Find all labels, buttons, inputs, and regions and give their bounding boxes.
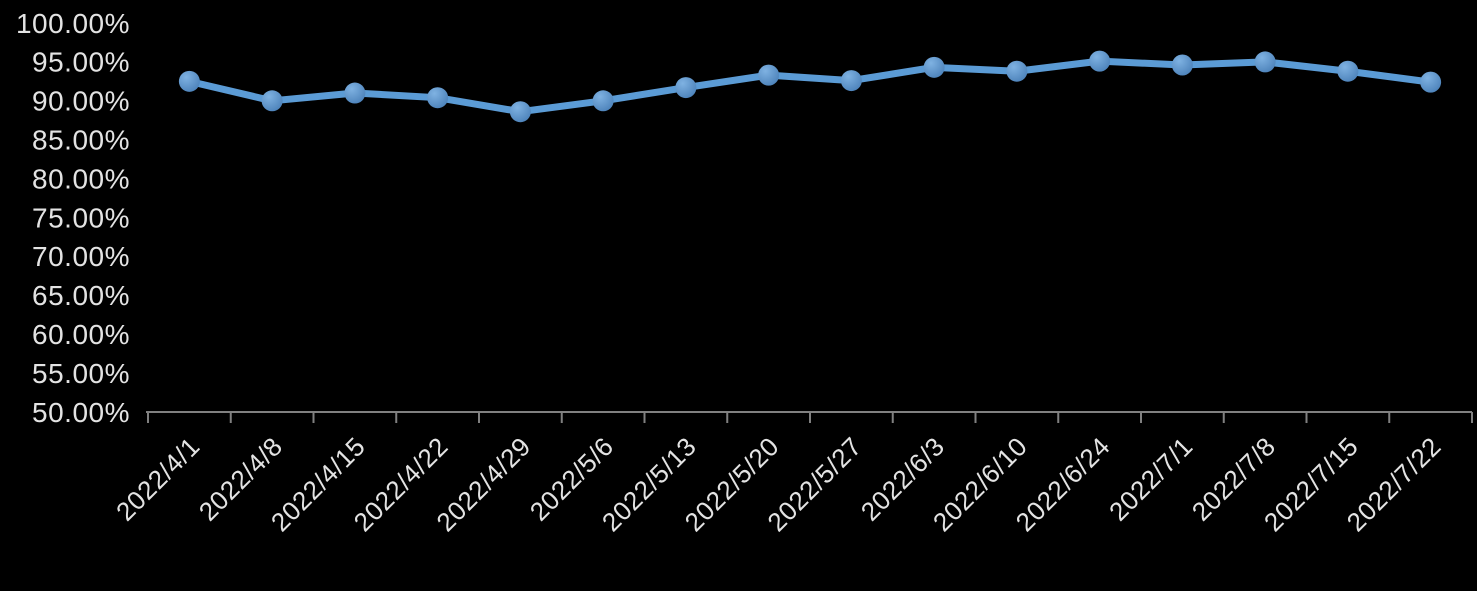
data-point-marker <box>509 101 531 123</box>
y-axis-label: 100.00% <box>16 8 130 39</box>
data-point-marker <box>840 70 862 92</box>
data-point-marker <box>1337 60 1359 82</box>
y-axis-label: 80.00% <box>32 163 130 194</box>
y-axis-label: 65.00% <box>32 280 130 311</box>
y-axis-label: 50.00% <box>32 397 130 428</box>
y-axis-label: 55.00% <box>32 358 130 389</box>
data-point-marker <box>1006 60 1028 82</box>
y-axis-label: 95.00% <box>32 47 130 78</box>
data-point-marker <box>1254 51 1276 73</box>
data-point-marker <box>427 87 449 109</box>
y-axis-label: 85.00% <box>32 125 130 156</box>
y-axis-label: 75.00% <box>32 202 130 233</box>
y-axis-label: 60.00% <box>32 319 130 350</box>
x-axis-label: 2022/4/1 <box>110 431 206 527</box>
y-axis-label: 90.00% <box>32 86 130 117</box>
data-point-marker <box>1171 54 1193 76</box>
data-point-marker <box>1089 50 1111 72</box>
x-axis-label: 2022/7/1 <box>1103 431 1199 527</box>
data-point-marker <box>178 70 200 92</box>
y-axis-label: 70.00% <box>32 241 130 272</box>
data-point-marker <box>592 90 614 112</box>
data-point-marker <box>261 90 283 112</box>
data-point-marker <box>1420 71 1442 93</box>
series-line <box>185 57 1435 116</box>
data-point-marker <box>758 64 780 86</box>
data-point-marker <box>923 56 945 78</box>
data-point-marker <box>344 82 366 104</box>
data-point-marker <box>675 77 697 99</box>
